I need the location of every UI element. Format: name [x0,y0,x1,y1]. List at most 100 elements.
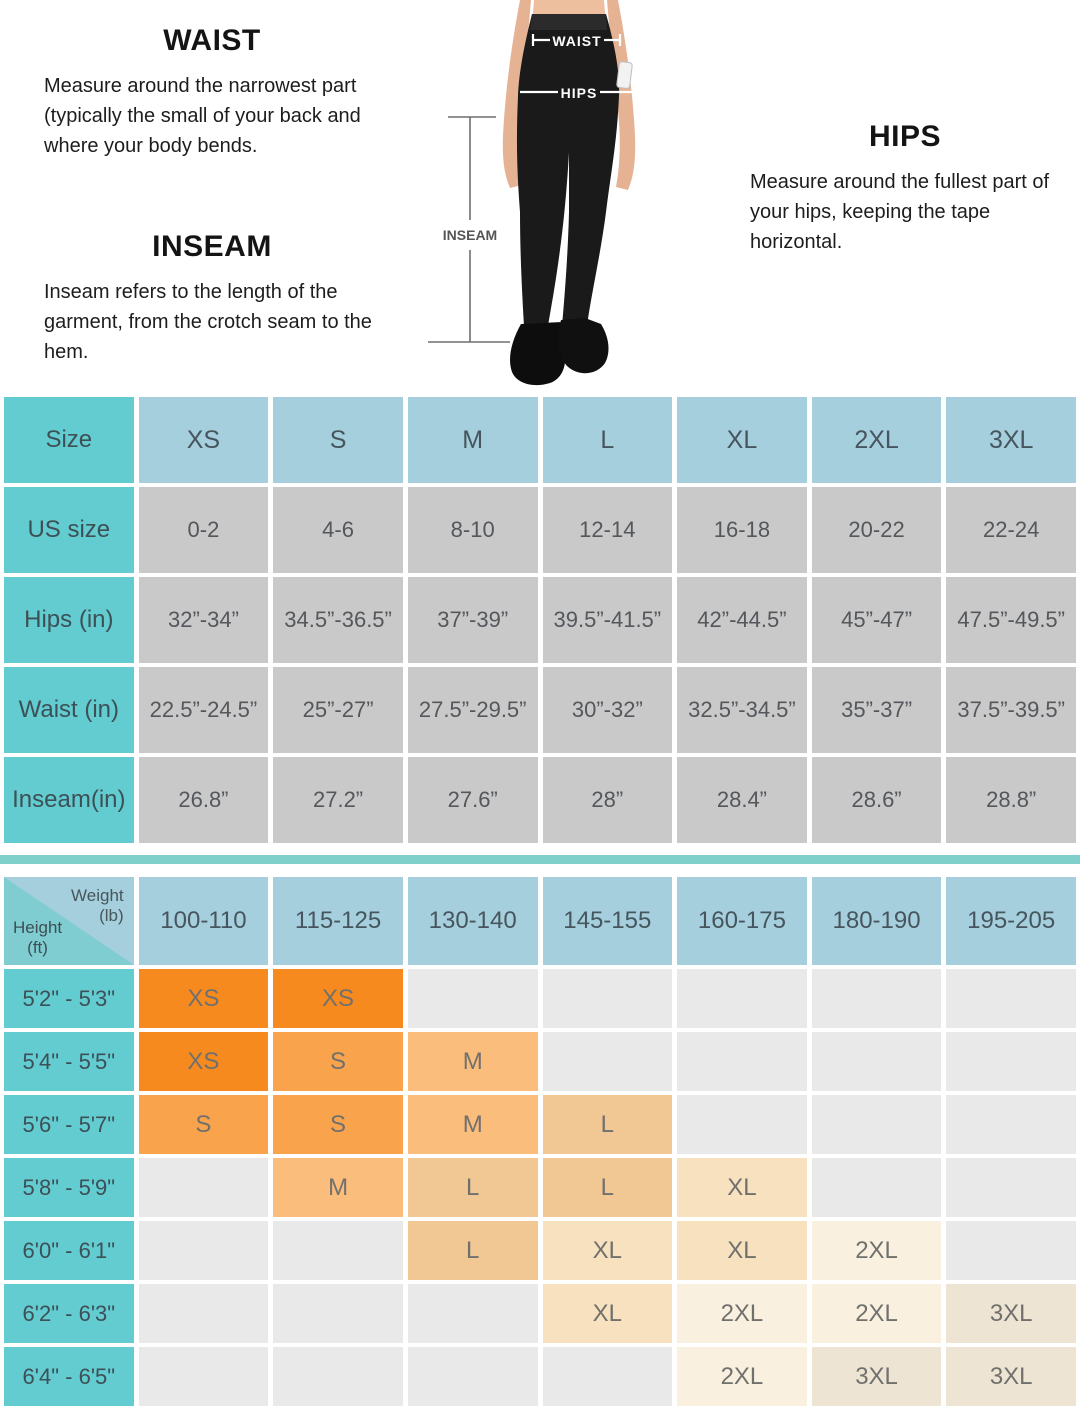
section-divider [0,855,1080,864]
weight-column-header: 130-140 [407,877,538,965]
fit-empty-cell [273,1347,403,1406]
fit-empty-cell [138,1347,269,1406]
fit-empty-cell [407,1347,538,1406]
size-table-value: 37.5”-39.5” [946,667,1076,753]
model-figure: WAIST HIPS INSEAM [420,0,710,394]
hips-info-section: HIPS Measure around the fullest part of … [750,120,1060,257]
weight-column-header: 195-205 [946,877,1076,965]
weight-column-header: 115-125 [273,877,403,965]
size-table-header-size: Size [4,397,134,483]
model-leggings [516,14,620,326]
fit-size-cell: 2XL [811,1284,942,1343]
height-weight-fit-table: Weight (lb) Height (ft) 100-110 115-125 130-14… [4,877,1076,1406]
fit-empty-cell [946,969,1076,1028]
size-table-value: 27.6” [407,757,538,843]
size-column-header: M [407,397,538,483]
size-column-header: 2XL [811,397,942,483]
fit-size-cell: XL [677,1221,807,1280]
size-table-value: 39.5”-41.5” [542,577,673,663]
fit-empty-cell [407,1284,538,1343]
size-table-value: 20-22 [811,487,942,573]
size-table-value: 30”-32” [542,667,673,753]
fit-size-cell: S [273,1032,403,1091]
fit-size-cell: 3XL [811,1347,942,1406]
size-chart-table: Size XS S M L XL 2XL 3XL US size 0-2 4-6 8-10 12-14 1… [4,397,1076,843]
size-table-value: 27.5”-29.5” [407,667,538,753]
weight-column-header: 180-190 [811,877,942,965]
height-row-label: 5'4" - 5'5" [4,1032,134,1091]
inseam-measure-annotation: INSEAM [428,116,510,343]
model-figure-illustration: WAIST HIPS INSEAM [428,0,641,386]
fit-empty-cell [946,1095,1076,1154]
size-table-value: 47.5”-49.5” [946,577,1076,663]
size-table-value: 32”-34” [138,577,269,663]
waist-title: WAIST [163,24,261,57]
waist-info-section: WAIST Measure around the narrowest part … [44,24,380,161]
inseam-description: Inseam refers to the length of the garme… [44,281,372,363]
waist-description: Measure around the narrowest part (typic… [44,75,361,157]
size-column-header: S [273,397,403,483]
fit-empty-cell [542,1347,673,1406]
size-table-value: 28.4” [677,757,807,843]
size-table-value: 37”-39” [407,577,538,663]
fit-table-corner-cell: Weight (lb) Height (ft) [4,877,134,965]
waist-measure-annotation: WAIST [531,33,622,49]
hips-title: HIPS [868,120,942,153]
height-row-label: 6'2" - 6'3" [4,1284,134,1343]
size-table-row-label: Inseam(in) [4,757,134,843]
height-row-label: 5'2" - 5'3" [4,969,134,1028]
model-left-shoe [510,322,566,386]
fit-empty-cell [811,1032,942,1091]
size-table-value: 35”-37” [811,667,942,753]
hips-measure-annotation: HIPS [520,85,641,101]
size-table-value: 34.5”-36.5” [273,577,403,663]
fit-size-cell: 3XL [946,1347,1076,1406]
size-table-value: 28.6” [811,757,942,843]
size-column-header: XL [677,397,807,483]
fit-empty-cell [811,969,942,1028]
fit-empty-cell [138,1284,269,1343]
phone-in-pocket [616,61,633,89]
fit-size-cell: 2XL [677,1347,807,1406]
weight-column-header: 160-175 [677,877,807,965]
hips-description: Measure around the fullest part of your … [750,171,1050,253]
size-table-value: 42”-44.5” [677,577,807,663]
size-table-value: 28.8” [946,757,1076,843]
size-column-header: XS [138,397,269,483]
size-table-value: 22-24 [946,487,1076,573]
fit-size-cell: XL [542,1284,673,1343]
fit-empty-cell [273,1221,403,1280]
fit-size-cell: 2XL [677,1284,807,1343]
inseam-title: INSEAM [152,230,272,263]
size-table-row-label: US size [4,487,134,573]
model-right-shoe [558,318,609,374]
fit-size-cell: XL [677,1158,807,1217]
height-row-label: 6'4" - 6'5" [4,1347,134,1406]
size-table-value: 26.8” [138,757,269,843]
fit-empty-cell [811,1095,942,1154]
size-table-value: 16-18 [677,487,807,573]
corner-weight-label: Weight (lb) [71,886,124,925]
fit-empty-cell [677,1032,807,1091]
fit-size-cell: 2XL [811,1221,942,1280]
inseam-info-section: INSEAM Inseam refers to the length of th… [44,230,380,367]
fit-size-cell: M [407,1032,538,1091]
fit-empty-cell [407,969,538,1028]
fit-empty-cell [273,1284,403,1343]
fit-size-cell: S [273,1095,403,1154]
fit-empty-cell [946,1032,1076,1091]
fit-empty-cell [946,1158,1076,1217]
fit-empty-cell [811,1158,942,1217]
figure-inseam-label: INSEAM [443,227,497,243]
height-row-label: 6'0" - 6'1" [4,1221,134,1280]
fit-size-cell: L [407,1221,538,1280]
height-row-label: 5'6" - 5'7" [4,1095,134,1154]
fit-size-cell: M [407,1095,538,1154]
model-left-arm [502,0,531,188]
figure-hips-label: HIPS [561,85,598,101]
fit-empty-cell [542,1032,673,1091]
fit-empty-cell [677,969,807,1028]
size-column-header: 3XL [946,397,1076,483]
fit-empty-cell [542,969,673,1028]
